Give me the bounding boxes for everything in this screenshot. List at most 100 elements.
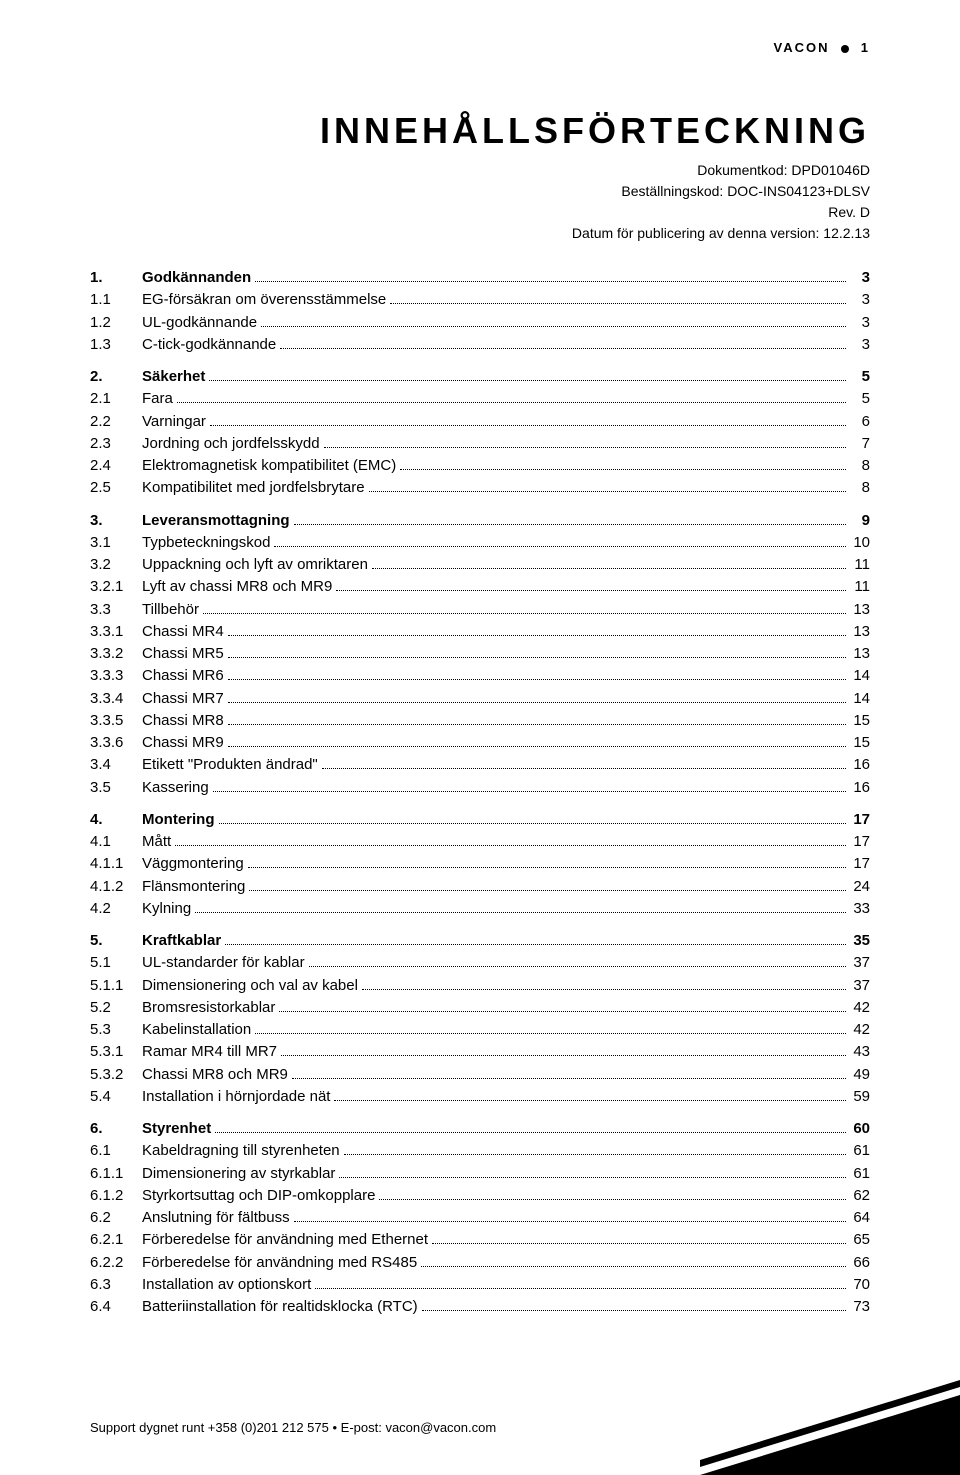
toc-num: 3.3.4 — [90, 689, 142, 709]
toc-leader — [422, 1310, 846, 1311]
toc-leader — [421, 1266, 846, 1267]
toc-label: Kassering — [142, 778, 209, 798]
toc-page: 35 — [850, 931, 870, 951]
toc-page: 37 — [850, 976, 870, 996]
toc-leader — [255, 1033, 846, 1034]
toc-num: 1.1 — [90, 290, 142, 310]
toc-label: Styrkortsuttag och DIP-omkopplare — [142, 1186, 375, 1206]
toc-num: 3.3 — [90, 600, 142, 620]
toc-num: 4.1.1 — [90, 854, 142, 874]
toc-label: Fara — [142, 389, 173, 409]
toc-page: 11 — [850, 555, 870, 575]
toc-num: 6.4 — [90, 1297, 142, 1317]
toc-row: 6.1Kabeldragning till styrenheten61 — [90, 1141, 870, 1161]
toc-page: 43 — [850, 1042, 870, 1062]
meta-date: Datum för publicering av denna version: … — [90, 223, 870, 244]
toc-page: 8 — [850, 478, 870, 498]
toc-num: 5.3.2 — [90, 1065, 142, 1085]
toc-row: 3.4Etikett "Produkten ändrad"16 — [90, 755, 870, 775]
toc-label: Flänsmontering — [142, 877, 245, 897]
toc-label: EG-försäkran om överensstämmelse — [142, 290, 386, 310]
toc-label: Anslutning för fältbuss — [142, 1208, 290, 1228]
toc-page: 16 — [850, 778, 870, 798]
toc-label: Väggmontering — [142, 854, 244, 874]
toc-page: 17 — [850, 854, 870, 874]
toc-row: 6.2.2Förberedelse för användning med RS4… — [90, 1253, 870, 1273]
toc-num: 4. — [90, 810, 142, 830]
toc-row: 2.5Kompatibilitet med jordfelsbrytare8 — [90, 478, 870, 498]
document-page: VACON 1 INNEHÅLLSFÖRTECKNING Dokumentkod… — [0, 0, 960, 1359]
toc-label: Kraftkablar — [142, 931, 221, 951]
toc-row: 6.2.1Förberedelse för användning med Eth… — [90, 1230, 870, 1250]
toc-row: 5.3Kabelinstallation42 — [90, 1020, 870, 1040]
toc-leader — [228, 746, 846, 747]
toc-row: 2.3Jordning och jordfelsskydd7 — [90, 434, 870, 454]
toc-label: Installation av optionskort — [142, 1275, 311, 1295]
toc-row: 2.4Elektromagnetisk kompatibilitet (EMC)… — [90, 456, 870, 476]
bullet-icon — [841, 45, 849, 53]
toc-num: 2.1 — [90, 389, 142, 409]
toc-num: 5.1.1 — [90, 976, 142, 996]
toc-num: 3.1 — [90, 533, 142, 553]
toc-leader — [279, 1011, 846, 1012]
toc-row: 5.1.1Dimensionering och val av kabel37 — [90, 976, 870, 996]
toc-row: 6.1.2Styrkortsuttag och DIP-omkopplare 62 — [90, 1186, 870, 1206]
toc-label: Uppackning och lyft av omriktaren — [142, 555, 368, 575]
toc-num: 6.1.2 — [90, 1186, 142, 1206]
toc-leader — [292, 1078, 846, 1079]
toc-page: 15 — [850, 711, 870, 731]
toc-page: 33 — [850, 899, 870, 919]
toc-page: 13 — [850, 622, 870, 642]
toc-leader — [315, 1288, 846, 1289]
toc-num: 6.2.1 — [90, 1230, 142, 1250]
toc-leader — [372, 568, 846, 569]
toc-page: 7 — [850, 434, 870, 454]
toc-row: 6.2Anslutning för fältbuss64 — [90, 1208, 870, 1228]
toc-leader — [339, 1177, 846, 1178]
toc-label: Chassi MR4 — [142, 622, 224, 642]
toc-num: 4.1 — [90, 832, 142, 852]
toc-page: 42 — [850, 1020, 870, 1040]
toc-num: 2. — [90, 367, 142, 387]
toc-page: 15 — [850, 733, 870, 753]
toc-page: 3 — [850, 268, 870, 288]
toc-num: 3. — [90, 511, 142, 531]
toc-leader — [175, 845, 846, 846]
toc-row: 4.1.1Väggmontering 17 — [90, 854, 870, 874]
toc-page: 60 — [850, 1119, 870, 1139]
toc-leader — [400, 469, 846, 470]
toc-label: Mått — [142, 832, 171, 852]
toc-leader — [336, 590, 846, 591]
toc-num: 6.1 — [90, 1141, 142, 1161]
toc-num: 6.1.1 — [90, 1164, 142, 1184]
toc-num: 3.3.1 — [90, 622, 142, 642]
toc-leader — [213, 791, 846, 792]
toc-row: 5.1UL-standarder för kablar37 — [90, 953, 870, 973]
toc-leader — [309, 966, 846, 967]
toc-label: Tillbehör — [142, 600, 199, 620]
toc-num: 5.4 — [90, 1087, 142, 1107]
toc-row: 3.3Tillbehör13 — [90, 600, 870, 620]
toc-row: 3.3.3Chassi MR614 — [90, 666, 870, 686]
toc-leader — [228, 635, 846, 636]
toc-num: 3.5 — [90, 778, 142, 798]
toc-label: Installation i hörnjordade nät — [142, 1087, 330, 1107]
meta-doccode: Dokumentkod: DPD01046D — [90, 160, 870, 181]
toc-label: Batteriinstallation för realtidsklocka (… — [142, 1297, 418, 1317]
toc-page: 62 — [850, 1186, 870, 1206]
toc-label: Chassi MR8 — [142, 711, 224, 731]
toc-page: 64 — [850, 1208, 870, 1228]
toc-label: Montering — [142, 810, 215, 830]
toc-row: 1.2UL-godkännande3 — [90, 313, 870, 333]
toc-page: 16 — [850, 755, 870, 775]
meta-ordercode: Beställningskod: DOC-INS04123+DLSV — [90, 181, 870, 202]
toc-num: 2.4 — [90, 456, 142, 476]
toc-page: 3 — [850, 290, 870, 310]
toc-page: 3 — [850, 335, 870, 355]
toc-row: 4.1.2Flänsmontering24 — [90, 877, 870, 897]
toc-row: 5.2Bromsresistorkablar42 — [90, 998, 870, 1018]
toc-page: 66 — [850, 1253, 870, 1273]
toc-num: 2.2 — [90, 412, 142, 432]
toc-label: Kabelinstallation — [142, 1020, 251, 1040]
toc-page: 24 — [850, 877, 870, 897]
